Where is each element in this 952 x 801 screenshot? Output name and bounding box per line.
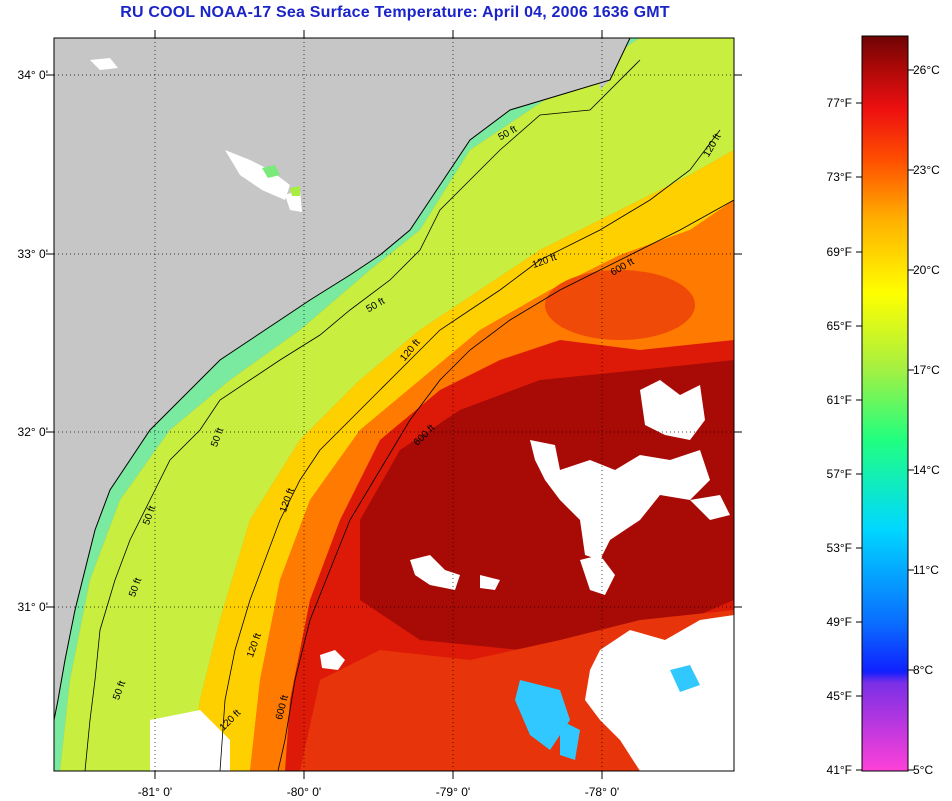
coastline: [54, 38, 631, 721]
colorbar-f-label: 41°F: [826, 763, 852, 777]
colorbar-f-label: 53°F: [826, 541, 852, 555]
lat-label: 32° 0': [17, 425, 48, 439]
colorbar-c-label: 8°C: [913, 663, 934, 677]
slope-water: [250, 200, 734, 771]
map-title: RU COOL NOAA-17 Sea Surface Temperature:…: [120, 4, 670, 21]
gridlines: [54, 38, 734, 771]
colorbar-c-label: 23°C: [913, 163, 940, 177]
isobath-600ft: [277, 199, 734, 771]
warm-eddy: [545, 270, 695, 340]
lon-label: -81° 0': [137, 785, 173, 799]
colorbar-ticks: [856, 69, 914, 771]
axis-ticks: [46, 30, 742, 779]
cool-specks: [515, 665, 700, 760]
isobath-120ft: [219, 129, 721, 771]
colorbar-c-label: 5°C: [913, 763, 934, 777]
shelf-water: [60, 38, 734, 771]
colorbar-f-label: 45°F: [826, 689, 852, 703]
colorbar-f-label: 73°F: [826, 170, 852, 184]
colorbar-c-label: 14°C: [913, 463, 940, 477]
lat-label: 33° 0': [17, 247, 48, 261]
colorbar-f-label: 69°F: [826, 245, 852, 259]
colorbar-f-label: 77°F: [826, 96, 852, 110]
colorbar-f-label: 57°F: [826, 467, 852, 481]
isobath-50ft: [84, 59, 641, 771]
colorbar-f-label: 65°F: [826, 319, 852, 333]
colorbar-f-label: 61°F: [826, 393, 852, 407]
cloud-mask: [150, 380, 734, 771]
colorbar-f-label: 49°F: [826, 615, 852, 629]
lat-label: 34° 0': [17, 68, 48, 82]
shelf-edge-water: [190, 150, 734, 771]
colorbar-c-label: 26°C: [913, 63, 940, 77]
colorbar-c-label: 11°C: [913, 563, 939, 577]
colorbar-c-label: 17°C: [913, 363, 940, 377]
land: [54, 38, 630, 720]
lat-label: 31° 0': [17, 600, 48, 614]
colorbar: [861, 35, 909, 772]
map-frame: [53, 37, 735, 772]
lon-label: -78° 0': [584, 785, 620, 799]
lon-label: -80° 0': [286, 785, 322, 799]
colorbar-c-label: 20°C: [913, 263, 940, 277]
lon-label: -79° 0': [435, 785, 471, 799]
